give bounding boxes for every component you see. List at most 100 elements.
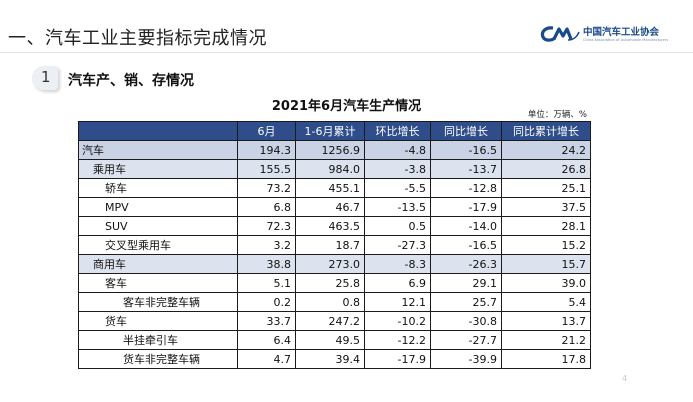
- table-cell: 0.2: [237, 292, 296, 312]
- table-cell: 6.8: [237, 197, 296, 217]
- table-cell: -3.8: [364, 159, 431, 179]
- table-cell: 6.9: [364, 273, 431, 293]
- table-cell: 15.7: [501, 254, 591, 274]
- table-cell: 21.2: [501, 330, 591, 350]
- table-cell: 0.5: [364, 216, 431, 236]
- table-row: 货车 33.7 247.2 -10.2 -30.8 13.7: [78, 311, 591, 331]
- row-label: 轿车: [78, 178, 238, 198]
- table-row: SUV 72.3 463.5 0.5 -14.0 28.1: [78, 216, 591, 236]
- table-cell: -5.5: [364, 178, 431, 198]
- table-cell: 39.4: [295, 349, 365, 369]
- row-label: 货车: [78, 311, 238, 331]
- logo-name-cn: 中国汽车工业协会: [583, 27, 660, 38]
- row-label: 半挂牵引车: [78, 330, 238, 350]
- section-title: 汽车产、销、存情况: [68, 73, 194, 89]
- column-header: 同比增长: [430, 121, 502, 141]
- table-cell: 463.5: [295, 216, 365, 236]
- table-cell: 984.0: [295, 159, 365, 179]
- table-cell: 15.2: [501, 235, 591, 255]
- table-title: 2021年6月汽车生产情况: [271, 99, 422, 114]
- table-cell: 455.1: [295, 178, 365, 198]
- table-cell: -27.3: [364, 235, 431, 255]
- row-label: 货车非完整车辆: [78, 349, 238, 369]
- table-row: 轿车 73.2 455.1 -5.5 -12.8 25.1: [78, 178, 591, 198]
- table-cell: -39.9: [430, 349, 502, 369]
- table-cell: 25.7: [430, 292, 502, 312]
- table-cell: 39.0: [501, 273, 591, 293]
- table-cell: 24.2: [501, 140, 591, 160]
- row-label: 客车非完整车辆: [78, 292, 238, 312]
- table-cell: 28.1: [501, 216, 591, 236]
- table-cell: 25.8: [295, 273, 365, 293]
- caam-logo: 中国汽车工业协会 China Association of Automobile…: [540, 20, 688, 50]
- table-row: 乘用车 155.5 984.0 -3.8 -13.7 26.8: [78, 159, 591, 179]
- table-cell: 26.8: [501, 159, 591, 179]
- table-cell: -4.8: [364, 140, 431, 160]
- table-cell: -26.3: [430, 254, 502, 274]
- table-cell: 155.5: [237, 159, 296, 179]
- table-cell: -13.5: [364, 197, 431, 217]
- table-header-row: 6月 1-6月累计 环比增长 同比增长 同比累计增长: [78, 121, 591, 141]
- table-row: 货车非完整车辆 4.7 39.4 -17.9 -39.9 17.8: [78, 349, 591, 369]
- table-cell: 5.4: [501, 292, 591, 312]
- table-cell: 25.1: [501, 178, 591, 198]
- table-cell: -17.9: [364, 349, 431, 369]
- table-cell: 33.7: [237, 311, 296, 331]
- page-number: 4: [622, 374, 628, 383]
- table-cell: 5.1: [237, 273, 296, 293]
- column-header: 1-6月累计: [295, 121, 365, 141]
- table-cell: 12.1: [364, 292, 431, 312]
- table-unit: 单位：万辆、%: [527, 110, 587, 120]
- row-label: 商用车: [78, 254, 238, 274]
- table-cell: -13.7: [430, 159, 502, 179]
- table-cell: 29.1: [430, 273, 502, 293]
- table-row: 商用车 38.8 273.0 -8.3 -26.3 15.7: [78, 254, 591, 274]
- column-header: 同比累计增长: [501, 121, 591, 141]
- table-cell: 49.5: [295, 330, 365, 350]
- table-cell: 37.5: [501, 197, 591, 217]
- row-label: 乘用车: [78, 159, 238, 179]
- table-cell: 17.8: [501, 349, 591, 369]
- table-cell: -10.2: [364, 311, 431, 331]
- table-cell: 73.2: [237, 178, 296, 198]
- table-cell: 0.8: [295, 292, 365, 312]
- production-table: 6月 1-6月累计 环比增长 同比增长 同比累计增长 汽车 194.3 1256.9…: [78, 121, 591, 369]
- row-label: MPV: [78, 197, 238, 217]
- table-cell: 247.2: [295, 311, 365, 331]
- table-cell: 72.3: [237, 216, 296, 236]
- table-cell: 3.2: [237, 235, 296, 255]
- table-cell: -12.2: [364, 330, 431, 350]
- table-cell: -17.9: [430, 197, 502, 217]
- section-number-badge: [32, 66, 58, 90]
- column-header: 环比增长: [364, 121, 431, 141]
- table-row: 客车 5.1 25.8 6.9 29.1 39.0: [78, 273, 591, 293]
- table-cell: -14.0: [430, 216, 502, 236]
- table-row: 交叉型乘用车 3.2 18.7 -27.3 -16.5 15.2: [78, 235, 591, 255]
- row-label: SUV: [78, 216, 238, 236]
- table-row: 半挂牵引车 6.4 49.5 -12.2 -27.7 21.2: [78, 330, 591, 350]
- table-cell: 1256.9: [295, 140, 365, 160]
- table-cell: 46.7: [295, 197, 365, 217]
- row-label: 交叉型乘用车: [78, 235, 238, 255]
- row-label: 汽车: [78, 140, 238, 160]
- table-cell: 6.4: [237, 330, 296, 350]
- table-row: 客车非完整车辆 0.2 0.8 12.1 25.7 5.4: [78, 292, 591, 312]
- table-cell: 273.0: [295, 254, 365, 274]
- row-label: 客车: [78, 273, 238, 293]
- table-cell: -8.3: [364, 254, 431, 274]
- slide-title: 一、汽车工业主要指标完成情况: [8, 28, 267, 49]
- table-cell: 4.7: [237, 349, 296, 369]
- table-cell: -12.8: [430, 178, 502, 198]
- table-cell: 38.8: [237, 254, 296, 274]
- header-divider: [0, 52, 693, 53]
- table-cell: -30.8: [430, 311, 502, 331]
- table-cell: 13.7: [501, 311, 591, 331]
- caam-logo-mark-icon: [540, 26, 580, 42]
- column-header: [78, 121, 238, 141]
- logo-name-en: China Association of Automobile Manufact…: [583, 38, 669, 42]
- section-number: 1: [41, 68, 51, 86]
- table-row: 汽车 194.3 1256.9 -4.8 -16.5 24.2: [78, 140, 591, 160]
- table-row: MPV 6.8 46.7 -13.5 -17.9 37.5: [78, 197, 591, 217]
- table-cell: 18.7: [295, 235, 365, 255]
- table-cell: 194.3: [237, 140, 296, 160]
